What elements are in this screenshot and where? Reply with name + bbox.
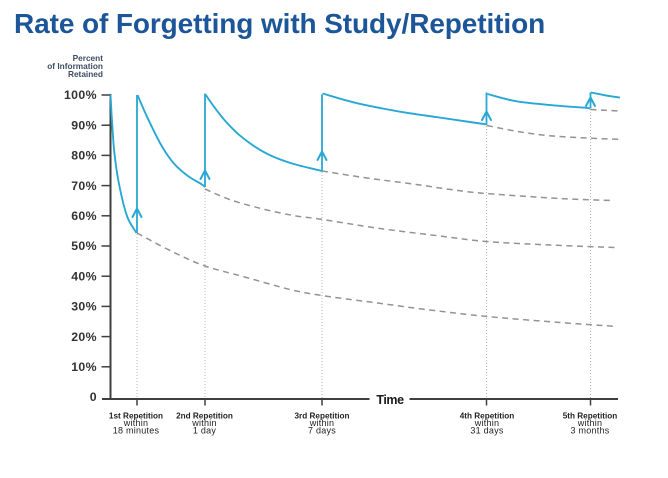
- svg-text:Time: Time: [376, 393, 404, 407]
- svg-text:3 months: 3 months: [570, 426, 609, 436]
- svg-text:of Information: of Information: [47, 61, 103, 71]
- svg-text:18 minutes: 18 minutes: [113, 426, 160, 436]
- svg-text:90%: 90%: [71, 118, 97, 132]
- svg-text:30%: 30%: [71, 300, 97, 314]
- svg-text:60%: 60%: [71, 209, 97, 223]
- svg-text:1st Repetition: 1st Repetition: [109, 412, 163, 421]
- svg-text:70%: 70%: [71, 179, 97, 193]
- svg-text:Rate of Forgetting with Study/: Rate of Forgetting with Study/Repetition: [14, 8, 545, 39]
- svg-text:100%: 100%: [64, 88, 97, 102]
- svg-text:4th Repetition: 4th Repetition: [460, 412, 515, 421]
- svg-text:0: 0: [90, 390, 97, 404]
- svg-text:within: within: [309, 418, 335, 428]
- svg-text:Retained: Retained: [68, 69, 103, 79]
- svg-text:1 day: 1 day: [193, 426, 217, 436]
- svg-text:3rd Repetition: 3rd Repetition: [294, 412, 349, 421]
- svg-text:5th Repetition: 5th Repetition: [563, 412, 618, 421]
- svg-text:within: within: [577, 418, 603, 428]
- svg-text:31 days: 31 days: [470, 426, 504, 436]
- svg-text:Percent: Percent: [73, 53, 104, 63]
- svg-text:50%: 50%: [71, 239, 97, 253]
- svg-text:within: within: [191, 418, 217, 428]
- svg-text:20%: 20%: [71, 330, 97, 344]
- svg-text:within: within: [123, 418, 149, 428]
- svg-text:2nd Repetition: 2nd Repetition: [176, 412, 233, 421]
- svg-text:40%: 40%: [71, 269, 97, 283]
- svg-text:within: within: [474, 418, 500, 428]
- svg-text:7 days: 7 days: [308, 426, 336, 436]
- svg-text:80%: 80%: [71, 149, 97, 163]
- svg-text:10%: 10%: [71, 360, 97, 374]
